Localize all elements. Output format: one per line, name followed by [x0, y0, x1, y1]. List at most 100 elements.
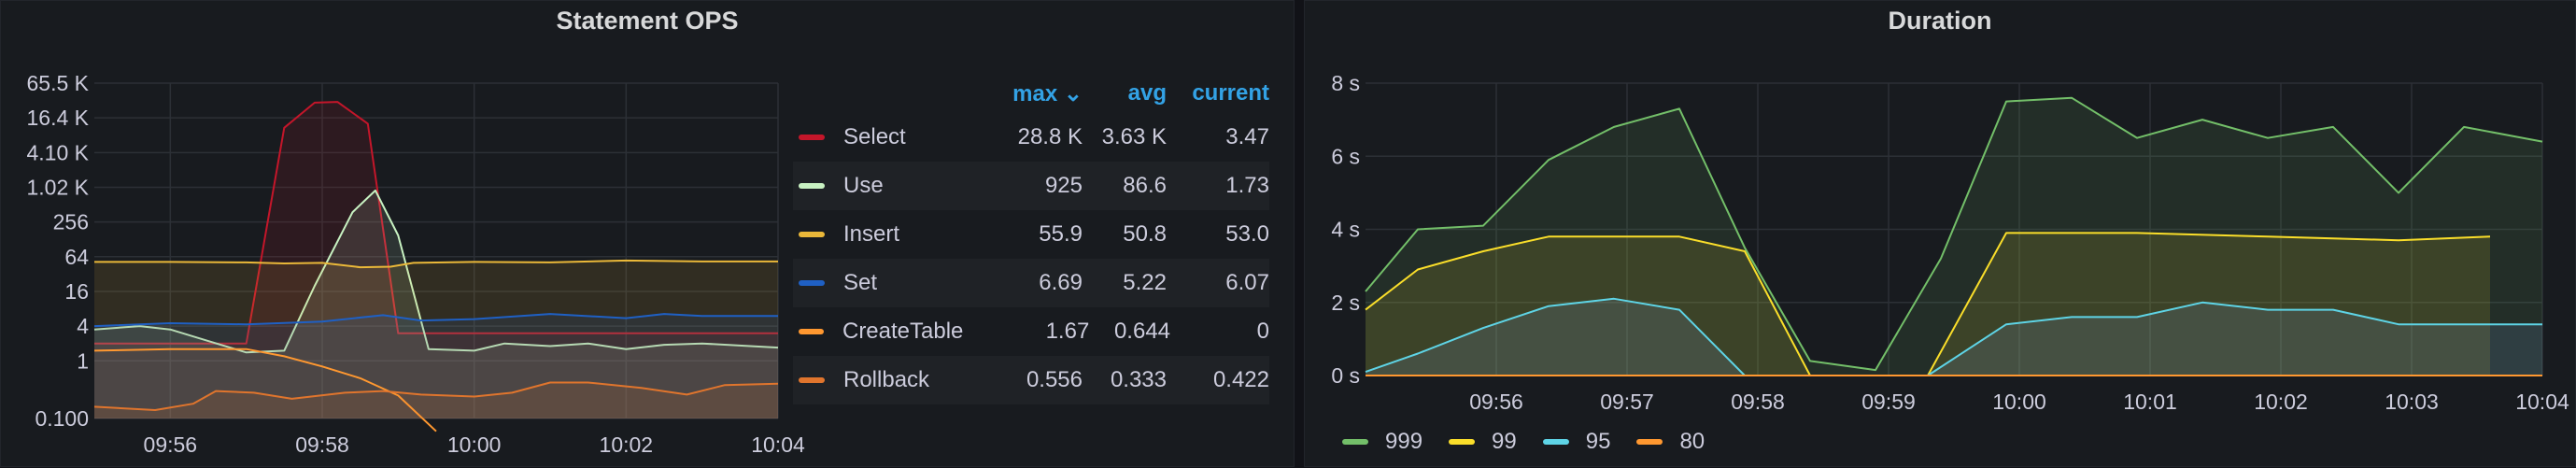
legend-series-name: 95	[1585, 429, 1611, 454]
legend-current-value: 53.0	[1225, 221, 1269, 247]
series-line-set	[93, 313, 778, 328]
y-tick-label: 4 s	[1331, 218, 1360, 242]
x-tick-label: 10:04	[2515, 390, 2569, 414]
legend-item-80[interactable]: 80	[1636, 429, 1705, 455]
legend-max-value: 28.8 K	[1017, 124, 1083, 149]
legend-item-99[interactable]: 99	[1449, 429, 1517, 455]
statement-ops-panel: Statement OPS 65.5 K 16.4 K 4.10 K 1.02 K 25…	[0, 0, 1295, 467]
y-tick-label: 1.02 K	[27, 175, 90, 199]
series-line-use	[93, 189, 779, 354]
y-tick-label: 6 s	[1331, 144, 1360, 168]
legend-row-set[interactable]: Set 6.69 5.22 6.07	[793, 259, 1269, 307]
legend-item-999[interactable]: 999	[1342, 429, 1422, 455]
legend-table: max ⌄ avg current Select 28.8 K 3.63 K 3.47…	[793, 74, 1269, 404]
legend-swatch	[1342, 439, 1368, 445]
legend-row-rollback[interactable]: Rollback 0.556 0.333 0.422	[793, 356, 1269, 404]
y-tick-label: 0 s	[1331, 363, 1360, 388]
legend-current-value: 3.47	[1225, 124, 1269, 149]
legend-avg-value: 3.63 K	[1101, 124, 1167, 149]
y-tick-label: 16.4 K	[27, 106, 90, 130]
y-tick-label: 2 s	[1331, 291, 1360, 315]
statement-ops-chart[interactable]: 65.5 K16.4 K4.10 K1.02 K2566416410.10009…	[1, 1, 1295, 468]
x-tick-label: 10:03	[2385, 390, 2439, 414]
legend-current-value: 1.73	[1225, 173, 1269, 198]
legend-header-max[interactable]: max ⌄	[1012, 80, 1083, 106]
x-tick-label: 09:57	[1600, 390, 1654, 414]
legend-series-name: CreateTable	[842, 319, 964, 344]
y-tick-label: 256	[53, 210, 89, 234]
sort-chevron-icon: ⌄	[1063, 80, 1083, 106]
series-area-insert	[94, 260, 778, 418]
legend-current-value: 6.07	[1225, 270, 1269, 295]
legend-current-value: 0.422	[1212, 367, 1269, 392]
x-tick-label: 09:58	[1731, 390, 1785, 414]
legend-avg-value: 5.22	[1123, 270, 1167, 295]
series-line-999	[1365, 96, 2543, 372]
legend-avg-value: 0.333	[1110, 367, 1167, 392]
series-line-rollback	[93, 381, 779, 411]
series-area-99	[1366, 233, 2490, 376]
panel-title: Statement OPS	[556, 7, 739, 35]
legend-swatch	[799, 135, 825, 140]
x-tick-label: 10:02	[600, 433, 654, 457]
legend-avg-value: 86.6	[1123, 173, 1167, 198]
legend-series-name: Set	[843, 270, 878, 295]
x-tick-label: 10:00	[447, 433, 502, 457]
y-tick-label: 0.100	[35, 406, 89, 431]
grid	[94, 82, 779, 419]
x-tick-label: 10:01	[2123, 390, 2177, 414]
y-tick-label: 4.10 K	[27, 140, 90, 164]
legend-avg-value: 0.644	[1113, 319, 1171, 344]
legend-swatch	[799, 377, 825, 383]
legend-swatch	[799, 232, 825, 237]
legend-series-name: Use	[843, 173, 884, 198]
legend-swatch	[1542, 439, 1569, 445]
x-tick-label: 09:59	[1861, 390, 1916, 414]
legend-current-value: 0	[1256, 319, 1269, 344]
x-tick-label: 09:58	[295, 433, 349, 457]
duration-chart[interactable]: 8 s 6 s 4 s 2 s 0 s 09:56 09:57 09:58 09:59 10:00…	[1305, 1, 2576, 468]
series-area-rollback	[94, 382, 778, 418]
x-tick-label: 09:56	[1469, 390, 1523, 414]
legend-row-createtable[interactable]: CreateTable 1.67 0.644 0	[793, 307, 1269, 356]
legend-swatch	[799, 183, 825, 189]
x-tick-label: 10:02	[2254, 390, 2308, 414]
y-tick-label: 64	[64, 245, 89, 269]
y-tick-label: 65.5 K	[27, 71, 90, 95]
legend-series-name: 999	[1385, 429, 1423, 454]
legend-swatch	[1636, 439, 1663, 445]
legend-header-avg[interactable]: avg	[1127, 80, 1167, 106]
x-tick-label: 09:56	[144, 433, 198, 457]
x-tick-label: 10:04	[751, 433, 805, 457]
legend-max-value: 0.556	[1026, 367, 1083, 392]
legend-series-name: Insert	[843, 221, 900, 247]
legend-max-value: 925	[1044, 173, 1083, 198]
y-tick-label: 16	[64, 279, 89, 304]
panel-title: Duration	[1888, 7, 1992, 35]
series-line-select	[94, 101, 778, 345]
y-tick-label: 1	[77, 348, 89, 373]
series-area-set	[94, 314, 778, 418]
legend-row-select[interactable]: Select 28.8 K 3.63 K 3.47	[793, 113, 1269, 162]
legend-row-insert[interactable]: Insert 55.9 50.8 53.0	[793, 210, 1269, 259]
series-line-insert	[94, 259, 778, 269]
series-area-95	[1366, 298, 2542, 376]
duration-legend: 999 99 95 80	[1342, 429, 1705, 455]
legend-series-name: 99	[1492, 429, 1517, 454]
series-area-use	[94, 190, 778, 418]
legend-series-name: Rollback	[843, 367, 930, 392]
legend-row-use[interactable]: Use 925 86.6 1.73	[793, 162, 1269, 210]
legend-item-95[interactable]: 95	[1542, 429, 1611, 455]
legend-swatch	[799, 329, 824, 334]
legend-max-value: 55.9	[1039, 221, 1083, 247]
x-tick-label: 10:00	[1992, 390, 2046, 414]
legend-series-name: Select	[843, 124, 906, 149]
legend-header-current[interactable]: current	[1192, 80, 1269, 106]
legend-max-value: 1.67	[1045, 319, 1090, 344]
legend-max-value: 6.69	[1039, 270, 1083, 295]
series-area-select	[94, 102, 778, 418]
y-tick-label: 4	[77, 314, 89, 338]
duration-panel: Duration 8 s 6 s 4 s 2 s 0 s 09:56 09:57 09:58 0…	[1304, 0, 2576, 467]
legend-avg-value: 50.8	[1123, 221, 1167, 247]
y-tick-label: 8 s	[1331, 71, 1360, 95]
